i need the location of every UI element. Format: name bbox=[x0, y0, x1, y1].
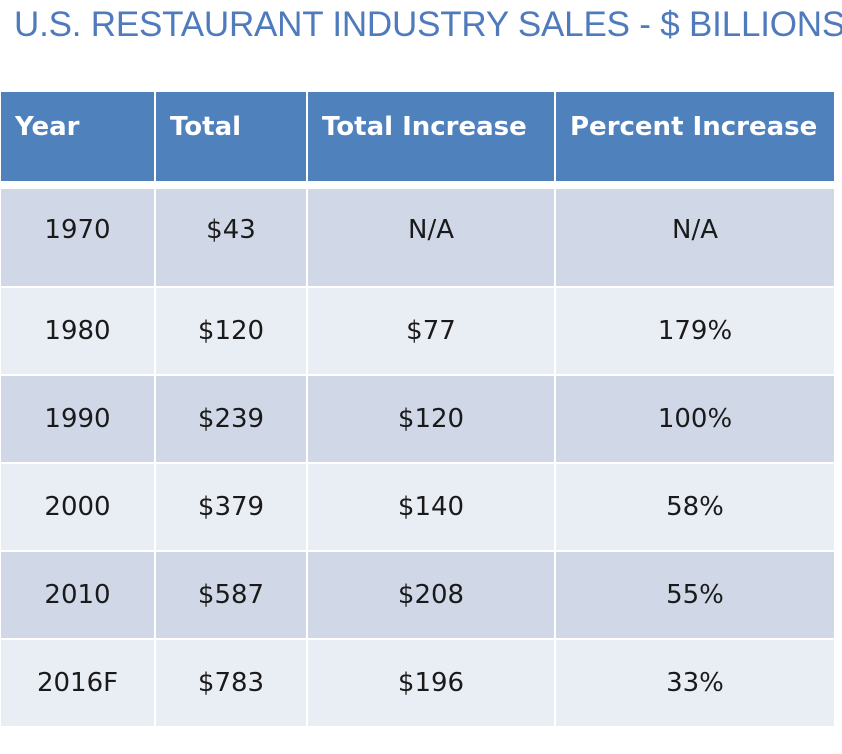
cell-percent-increase: 100% bbox=[554, 374, 836, 464]
header-row: Year Total Total Increase Percent Increa… bbox=[1, 92, 836, 189]
cell-percent-increase: 58% bbox=[554, 462, 836, 552]
column-header-total-increase: Total Increase bbox=[306, 92, 556, 189]
column-header-percent-increase: Percent Increase bbox=[554, 92, 836, 189]
cell-total-increase: $140 bbox=[306, 462, 556, 552]
column-header-year: Year bbox=[1, 92, 156, 189]
sales-table: Year Total Total Increase Percent Increa… bbox=[1, 92, 836, 728]
column-header-total: Total bbox=[154, 92, 308, 189]
cell-total-increase: N/A bbox=[306, 184, 556, 288]
cell-total-increase: $196 bbox=[306, 638, 556, 728]
cell-total: $783 bbox=[154, 638, 308, 728]
cell-total: $379 bbox=[154, 462, 308, 552]
cell-percent-increase: 179% bbox=[554, 286, 836, 376]
chart-title: U.S. RESTAURANT INDUSTRY SALES - $ BILLI… bbox=[14, 5, 842, 44]
cell-year: 2016F bbox=[1, 638, 156, 728]
table-row: 2016F $783 $196 33% bbox=[1, 638, 836, 728]
table-row: 1990 $239 $120 100% bbox=[1, 374, 836, 464]
cell-year: 2010 bbox=[1, 550, 156, 640]
cell-total-increase: $208 bbox=[306, 550, 556, 640]
cell-year: 1980 bbox=[1, 286, 156, 376]
cell-year: 1970 bbox=[1, 184, 156, 288]
cell-year: 2000 bbox=[1, 462, 156, 552]
cell-percent-increase: 55% bbox=[554, 550, 836, 640]
table-row: 1980 $120 $77 179% bbox=[1, 286, 836, 376]
cell-total: $43 bbox=[154, 184, 308, 288]
cell-percent-increase: N/A bbox=[554, 184, 836, 288]
cell-total: $239 bbox=[154, 374, 308, 464]
cell-percent-increase: 33% bbox=[554, 638, 836, 728]
cell-year: 1990 bbox=[1, 374, 156, 464]
cell-total: $587 bbox=[154, 550, 308, 640]
cell-total-increase: $77 bbox=[306, 286, 556, 376]
table-row: 2010 $587 $208 55% bbox=[1, 550, 836, 640]
table-row: 1970 $43 N/A N/A bbox=[1, 184, 836, 288]
cell-total: $120 bbox=[154, 286, 308, 376]
cell-total-increase: $120 bbox=[306, 374, 556, 464]
table-row: 2000 $379 $140 58% bbox=[1, 462, 836, 552]
